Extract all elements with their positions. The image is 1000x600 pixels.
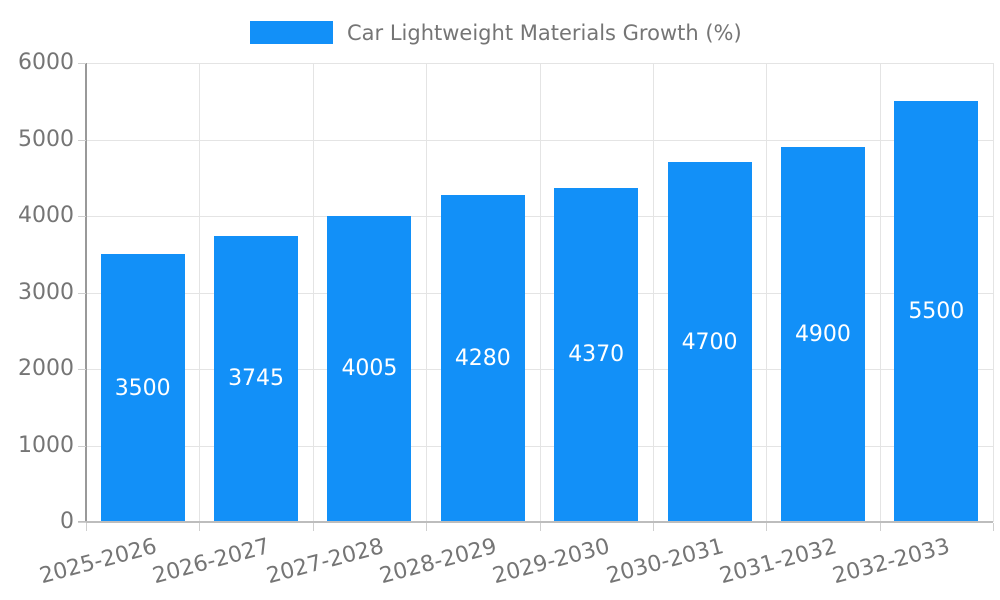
bar: 4280 xyxy=(440,194,525,522)
y-axis-spine xyxy=(85,63,87,522)
y-axis-tick xyxy=(78,369,86,370)
x-tick-label: 2027-2028 xyxy=(263,534,386,590)
y-tick-label: 3000 xyxy=(18,279,74,305)
bar: 3500 xyxy=(100,254,185,522)
gridline-vertical xyxy=(652,63,654,522)
x-tick-label: 2028-2029 xyxy=(376,534,500,590)
y-axis-tick xyxy=(78,216,86,217)
bar-value-label: 4370 xyxy=(568,342,625,368)
x-axis-tick xyxy=(993,523,994,531)
bar: 3745 xyxy=(214,235,299,522)
x-tick-label: 2032-2033 xyxy=(830,534,953,590)
bar: 4370 xyxy=(554,187,639,522)
x-tick-label: 2026-2027 xyxy=(150,534,273,590)
y-tick-label: 2000 xyxy=(18,356,74,381)
plot-area: 3500 3745 4005 4280 4370 4700 4900 5500 xyxy=(78,63,994,523)
x-axis-tick xyxy=(766,523,768,531)
x-axis-spine xyxy=(78,521,993,523)
bar: 4700 xyxy=(667,162,752,522)
bar-value-label: 5500 xyxy=(908,299,965,325)
bar-value-label: 4900 xyxy=(794,322,851,348)
bar: 5500 xyxy=(894,101,979,522)
x-axis-tick xyxy=(199,523,201,531)
y-tick-label: 4000 xyxy=(18,203,74,228)
y-tick-label: 6000 xyxy=(18,50,74,75)
bar: 4005 xyxy=(327,215,412,522)
x-axis-tick xyxy=(312,523,314,531)
bar-value-label: 3745 xyxy=(228,366,285,392)
bar-value-label: 4700 xyxy=(681,329,738,355)
gridline-vertical xyxy=(426,63,428,522)
bar-value-label: 4005 xyxy=(341,356,398,382)
gridline-vertical xyxy=(199,63,201,522)
bar-value-label: 3500 xyxy=(114,375,171,401)
x-axis-tick xyxy=(86,523,87,531)
y-axis-tick xyxy=(78,63,86,64)
gridline-vertical xyxy=(312,63,314,522)
gridline-vertical xyxy=(539,63,541,522)
y-tick-label: 0 xyxy=(60,509,74,534)
gridline-vertical xyxy=(993,63,994,522)
x-tick-label: 2025-2026 xyxy=(36,534,160,590)
y-axis-tick xyxy=(78,292,86,294)
y-axis-tick xyxy=(78,522,86,523)
x-axis-tick xyxy=(539,523,541,531)
gridline-vertical xyxy=(879,63,881,522)
x-tick-label: 2031-2032 xyxy=(717,534,840,590)
y-tick-label: 1000 xyxy=(18,432,74,458)
legend: Car Lightweight Materials Growth (%) xyxy=(250,20,742,45)
x-tick-label: 2029-2030 xyxy=(490,534,613,590)
legend-swatch xyxy=(250,21,333,44)
x-axis-tick xyxy=(879,523,881,531)
bar-value-label: 4280 xyxy=(454,345,511,371)
x-axis-tick xyxy=(652,523,654,531)
gridline-vertical xyxy=(766,63,768,522)
y-axis-tick xyxy=(78,445,86,447)
legend-label: Car Lightweight Materials Growth (%) xyxy=(347,20,742,45)
x-axis-tick xyxy=(426,523,428,531)
y-tick-label: 5000 xyxy=(18,126,74,152)
bar: 4900 xyxy=(780,147,865,522)
x-tick-label: 2030-2031 xyxy=(603,534,727,590)
y-axis-tick xyxy=(78,139,86,141)
